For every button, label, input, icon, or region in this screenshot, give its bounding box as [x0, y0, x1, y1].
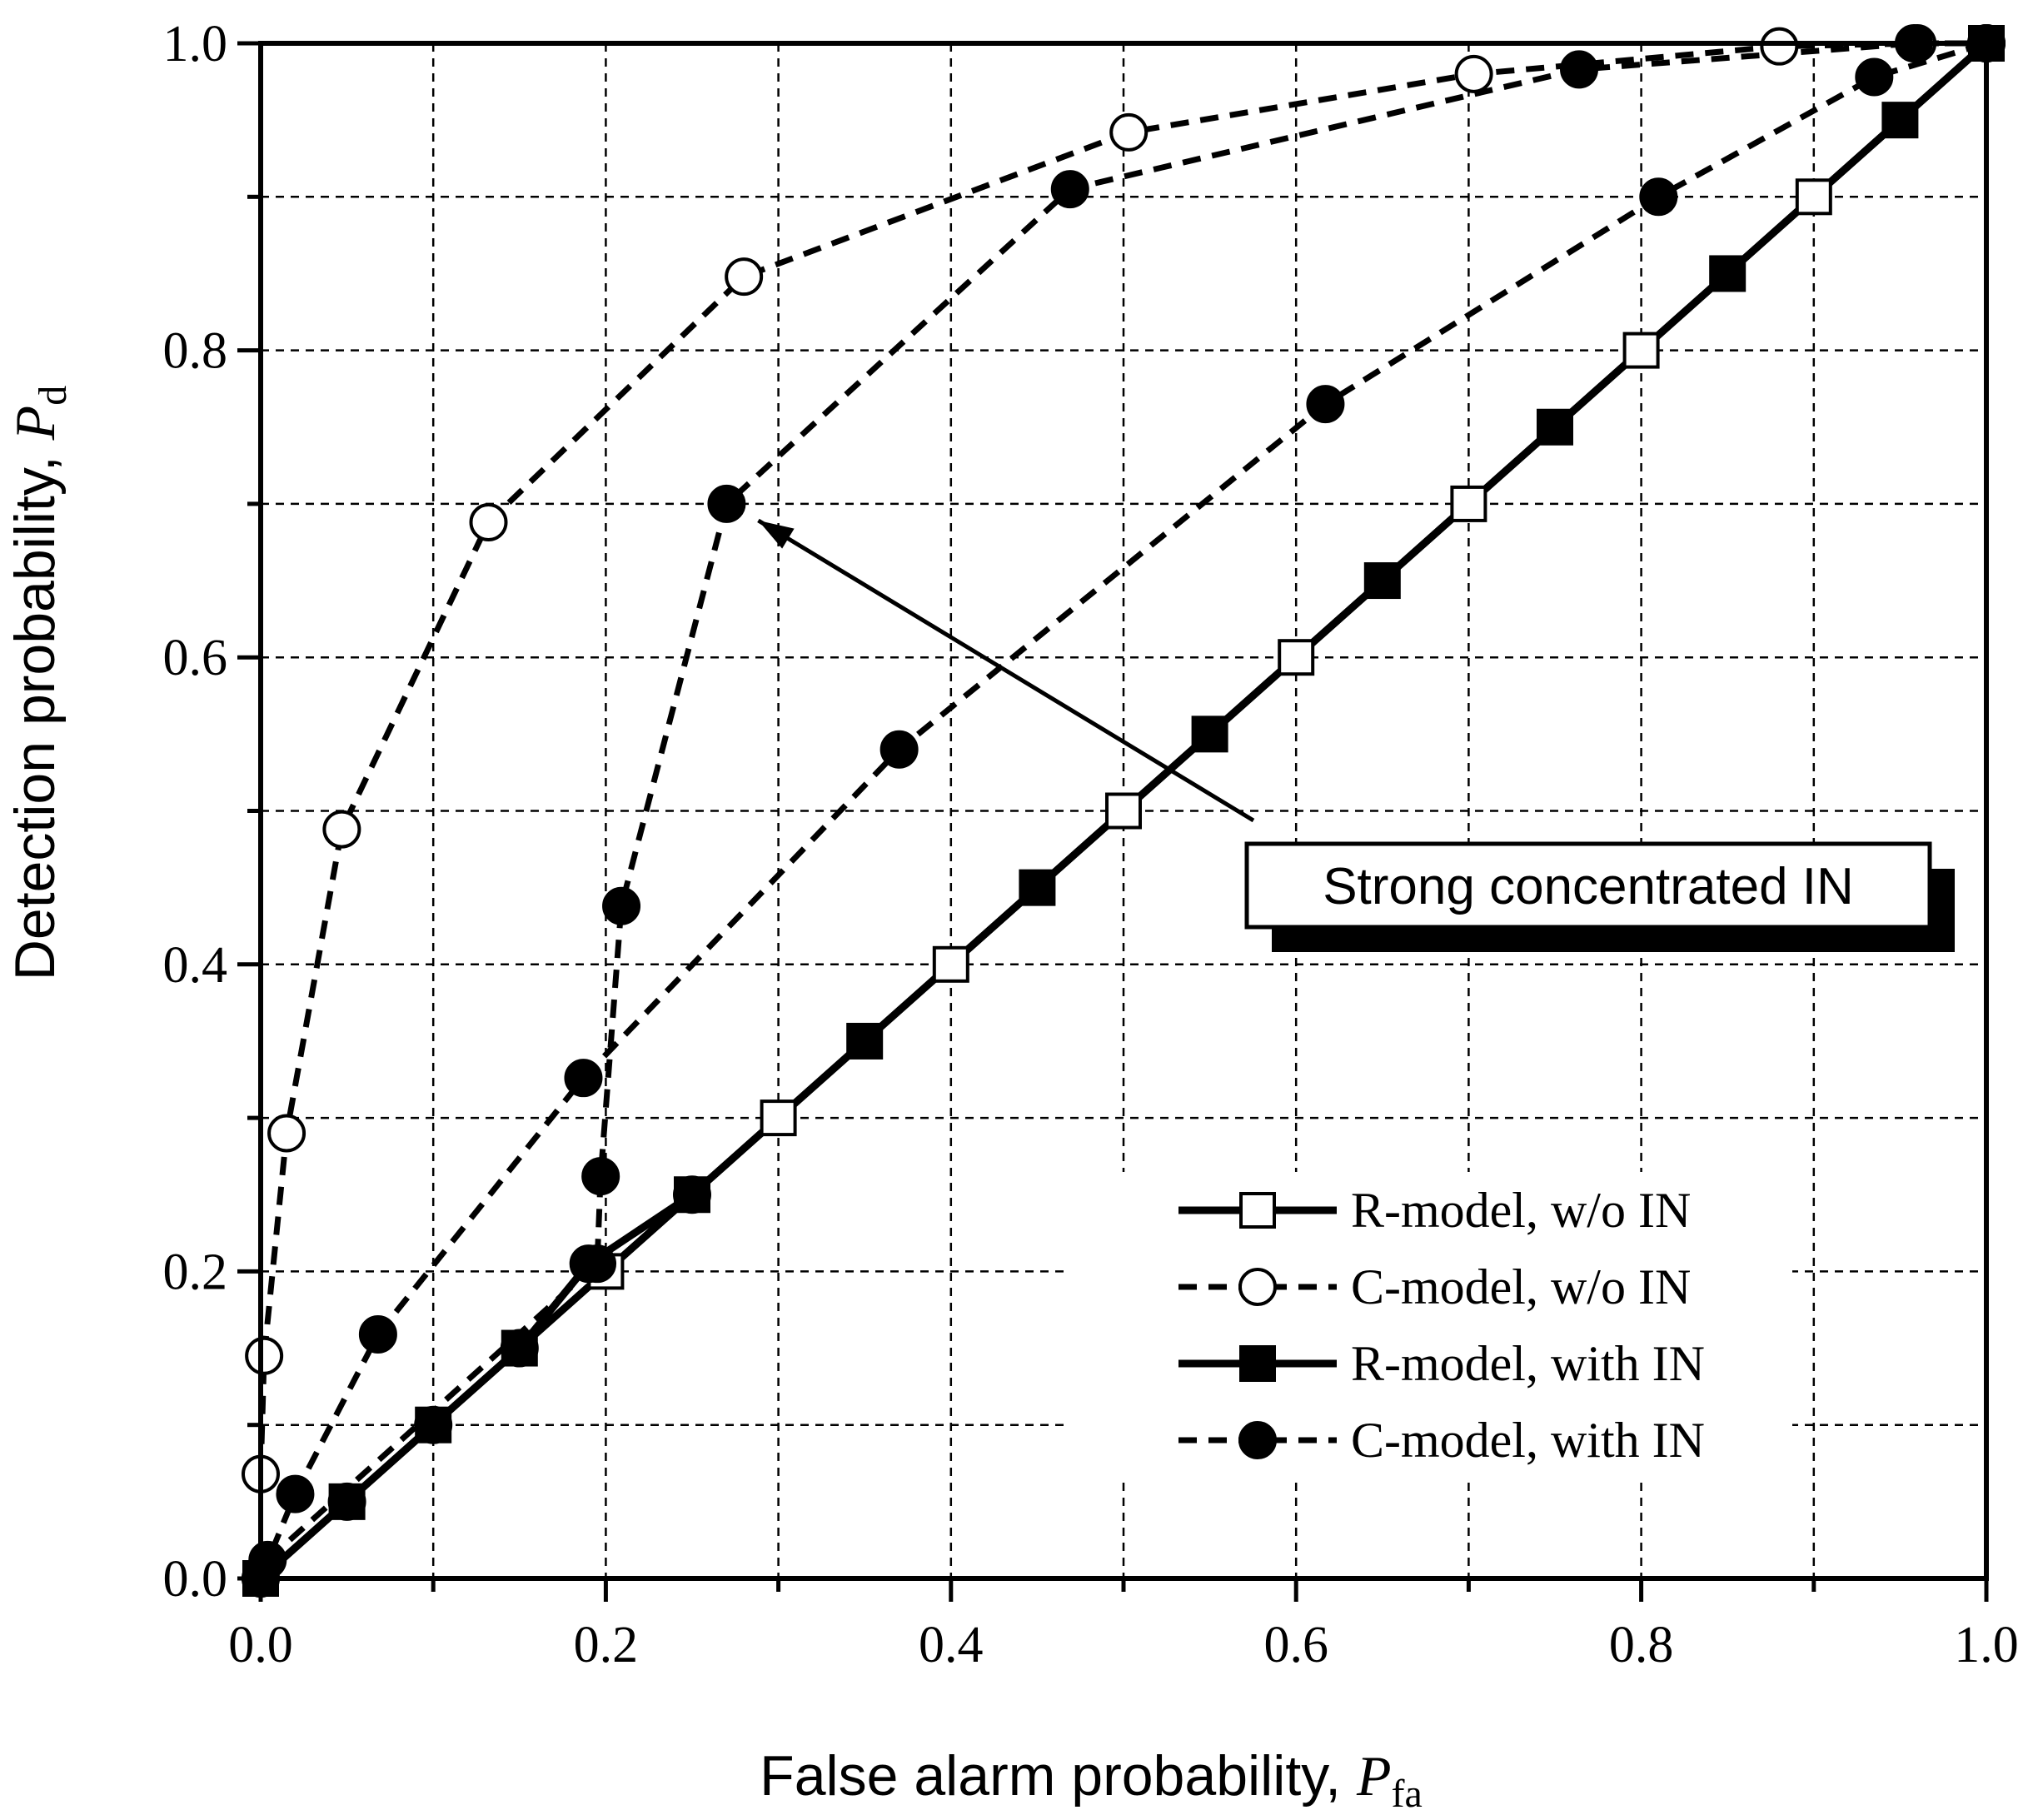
- series-3-point: [707, 484, 746, 523]
- series-1-point: [1109, 112, 1149, 152]
- legend-label: C-model, w/o IN: [1351, 1259, 1691, 1314]
- series-0-point: [1278, 639, 1315, 676]
- x-tick-label: 0.0: [228, 1617, 293, 1673]
- series-1-point: [469, 503, 508, 542]
- series-0-point: [1795, 178, 1832, 216]
- series-3-point: [602, 886, 641, 925]
- series-4-point: [1855, 57, 1894, 97]
- y-tick-label: 0.0: [163, 1551, 228, 1608]
- legend-marker: [1238, 1268, 1277, 1306]
- series-4-point: [276, 1474, 315, 1513]
- series-5-point: [414, 1405, 453, 1444]
- series-0-point: [932, 945, 969, 983]
- x-tick-label: 0.6: [1263, 1617, 1328, 1673]
- series-1-point: [1454, 54, 1493, 93]
- x-tick-label: 0.2: [574, 1617, 639, 1673]
- series-5-point: [500, 1329, 539, 1368]
- annotation-text: Strong concentrated IN: [1323, 858, 1854, 915]
- series-5-point: [673, 1175, 711, 1214]
- y-tick-label: 0.6: [163, 630, 228, 686]
- y-tick-label: 1.0: [163, 16, 228, 72]
- series-2-point: [1881, 102, 1919, 139]
- series-2-point: [1191, 716, 1228, 753]
- series-4-point: [358, 1314, 397, 1354]
- x-tick-label: 0.8: [1609, 1617, 1674, 1673]
- x-tick-label: 0.4: [919, 1617, 984, 1673]
- series-4-point: [1306, 385, 1345, 424]
- series-1-point: [245, 1336, 284, 1375]
- series-0-point: [1450, 485, 1487, 522]
- series-5-point: [327, 1482, 366, 1521]
- annotation-arrowhead: [758, 520, 795, 549]
- annotation: Strong concentrated IN: [757, 518, 1955, 952]
- legend-marker: [1238, 1421, 1277, 1459]
- series-2-point: [1363, 562, 1401, 600]
- y-axis-title: Detection probability, Pd: [3, 386, 75, 980]
- series-0-point: [760, 1099, 797, 1137]
- series-3-point: [1560, 50, 1599, 89]
- legend-label: R-model, w/o IN: [1351, 1183, 1691, 1238]
- y-tick-label: 0.8: [163, 323, 228, 380]
- legend: R-model, w/o IN C-model, w/o IN R-model, w…: [1068, 1172, 1792, 1478]
- y-tick-label: 0.4: [163, 937, 228, 994]
- series-1-point: [1760, 27, 1799, 66]
- series-2-point: [1019, 869, 1056, 906]
- legend-label: R-model, with IN: [1351, 1336, 1705, 1391]
- legend-marker: [1239, 1192, 1276, 1229]
- series-2-point: [1709, 255, 1747, 292]
- axis-ticks: 0.0 0.2 0.4 0.6 0.8 1.0 0.0 0.2 0.4 0.6 0.8 1.0: [163, 16, 2019, 1673]
- series-1-point: [725, 257, 764, 297]
- series-4-point: [879, 730, 919, 769]
- y-tick-label: 0.2: [163, 1244, 228, 1300]
- series-3-point: [1050, 170, 1089, 209]
- annotation-arrow: [757, 518, 1255, 823]
- series-4-point: [1639, 177, 1678, 217]
- x-tick-label: 1.0: [1954, 1617, 2019, 1673]
- x-axis-title: False alarm probability, Pfa: [760, 1744, 1423, 1816]
- series-1-point: [322, 810, 361, 849]
- series-2-point: [846, 1022, 884, 1060]
- series-2-point: [1537, 408, 1573, 446]
- series-5-point: [569, 1244, 608, 1284]
- series-3-point: [581, 1157, 620, 1196]
- series-4-point: [564, 1059, 603, 1098]
- legend-marker: [1239, 1345, 1276, 1382]
- series-0-point: [1105, 792, 1142, 830]
- series-0-point: [1622, 332, 1660, 369]
- series-1-point: [267, 1114, 306, 1153]
- legend-label: C-model, with IN: [1351, 1413, 1705, 1468]
- annotation-box: [1244, 841, 1932, 930]
